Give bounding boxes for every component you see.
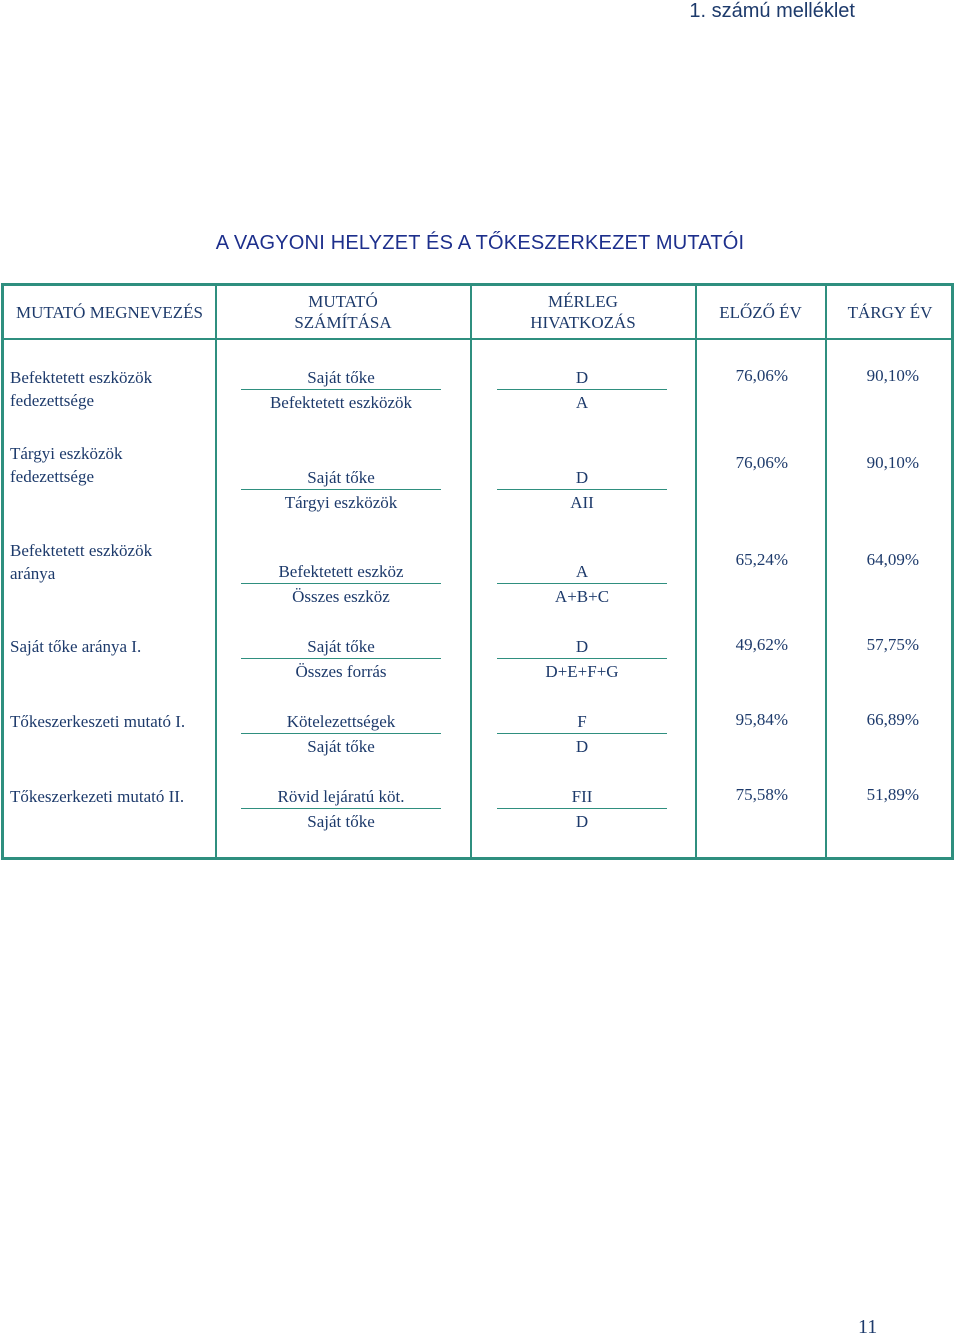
row-name: Tőkeszerkezeti mutató II. [10, 787, 185, 806]
calc-numerator: Saját tőke [241, 635, 441, 659]
header-prev-year: ELŐZŐ ÉV [719, 302, 802, 322]
calc-fraction: Befektetett eszköz Összes eszköz [241, 560, 441, 608]
ref-numerator: A [497, 560, 667, 584]
prev-year-value: 76,06% [735, 366, 788, 385]
prev-year-value: 75,58% [735, 785, 788, 804]
calc-fraction: Saját tőke Összes forrás [241, 635, 441, 683]
calc-denominator: Összes eszköz [292, 587, 390, 606]
row-name: Befektetett eszközök fedezettsége [10, 368, 153, 410]
calc-fraction: Saját tőke Befektetett eszközök [241, 366, 441, 414]
annex-label: 1. számú melléklet [689, 0, 855, 22]
ref-numerator: D [497, 366, 667, 390]
indicator-table: MUTATÓ MEGNEVEZÉS MUTATÓ SZÁMÍTÁSA MÉRLE… [1, 283, 954, 860]
row-name: Tárgyi eszközök fedezettsége [10, 444, 123, 486]
row-name: Saját tőke aránya I. [10, 637, 142, 656]
ref-numerator: FII [497, 785, 667, 809]
calc-numerator: Kötelezettségek [241, 710, 441, 734]
ref-denominator: D+E+F+G [545, 662, 619, 681]
ref-numerator: D [497, 635, 667, 659]
row-name: Tőkeszerkeszeti mutató I. [10, 712, 186, 731]
prev-year-value: 49,62% [735, 635, 788, 654]
ref-denominator: A [575, 393, 589, 412]
header-ref: MÉRLEG HIVATKOZÁS [530, 292, 636, 332]
calc-numerator: Saját tőke [241, 466, 441, 490]
calc-denominator: Saját tőke [307, 737, 375, 756]
calc-fraction: Saját tőke Tárgyi eszközök [241, 466, 441, 514]
prev-year-value: 65,24% [735, 550, 788, 569]
header-calc: MUTATÓ SZÁMÍTÁSA [294, 292, 392, 332]
header-current-year: TÁRGY ÉV [847, 302, 933, 322]
prev-year-value: 95,84% [735, 710, 788, 729]
row-name: Befektetett eszközök aránya [10, 541, 153, 583]
column-divider [470, 286, 472, 857]
column-divider [215, 286, 217, 857]
ref-fraction: D A [497, 366, 667, 414]
calc-numerator: Saját tőke [241, 366, 441, 390]
ref-numerator: F [497, 710, 667, 734]
ref-denominator: D [575, 812, 589, 831]
ref-fraction: F D [497, 710, 667, 758]
ref-fraction: D AII [497, 466, 667, 514]
ref-denominator: A+B+C [554, 587, 610, 606]
current-year-value: 57,75% [866, 635, 919, 654]
current-year-value: 51,89% [866, 785, 919, 804]
page-title: A VAGYONI HELYZET ÉS A TŐKESZERKEZET MUT… [215, 232, 745, 254]
ref-denominator: AII [570, 493, 594, 512]
calc-fraction: Kötelezettségek Saját tőke [241, 710, 441, 758]
header-name: MUTATÓ MEGNEVEZÉS [15, 302, 204, 322]
ref-denominator: D [575, 737, 589, 756]
current-year-value: 90,10% [866, 366, 919, 385]
ref-fraction: A A+B+C [497, 560, 667, 608]
ref-fraction: D D+E+F+G [497, 635, 667, 683]
ref-fraction: FII D [497, 785, 667, 833]
column-divider [825, 286, 827, 857]
calc-fraction: Rövid lejáratú köt. Saját tőke [241, 785, 441, 833]
prev-year-value: 76,06% [735, 453, 788, 472]
column-divider [695, 286, 697, 857]
calc-denominator: Saját tőke [307, 812, 375, 831]
current-year-value: 64,09% [866, 550, 919, 569]
calc-numerator: Rövid lejáratú köt. [241, 785, 441, 809]
ref-numerator: D [497, 466, 667, 490]
page-number: 11 [858, 1316, 878, 1338]
current-year-value: 90,10% [866, 453, 919, 472]
calc-denominator: Befektetett eszközök [269, 393, 413, 412]
calc-numerator: Befektetett eszköz [241, 560, 441, 584]
calc-denominator: Tárgyi eszközök [284, 493, 398, 512]
header-divider [4, 338, 951, 340]
current-year-value: 66,89% [866, 710, 919, 729]
calc-denominator: Összes forrás [295, 662, 387, 681]
